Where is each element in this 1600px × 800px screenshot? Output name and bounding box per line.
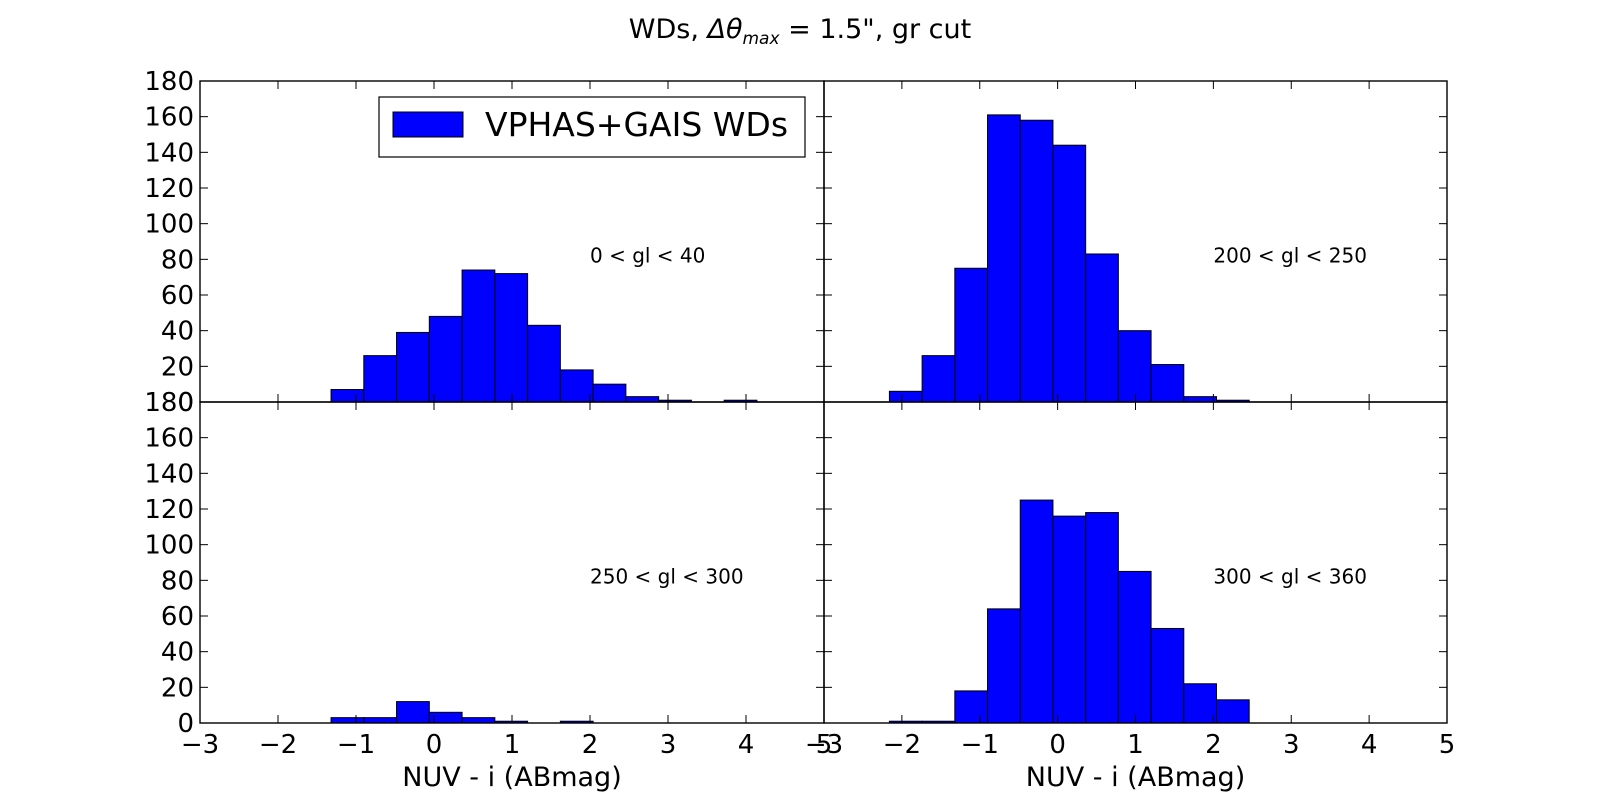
y-tick-label: 20	[161, 352, 194, 382]
histogram-bar	[396, 701, 430, 724]
histogram-bar	[625, 396, 660, 403]
histogram-bar	[1085, 253, 1119, 403]
x-tick-label: −2	[883, 730, 921, 760]
histogram-bar	[954, 267, 989, 403]
histogram-bar	[1183, 683, 1217, 724]
y-tick-label: 0	[177, 709, 194, 739]
histogram-bar	[461, 717, 496, 724]
histogram-bar	[461, 269, 496, 403]
histogram-bar	[987, 608, 1021, 724]
title-prefix: WDs,	[629, 14, 708, 45]
y-tick-label: 80	[161, 245, 194, 275]
legend-swatch	[392, 111, 464, 138]
gl-range-annotation: 250 < gl < 300	[590, 564, 744, 588]
x-tick-label: 5	[816, 730, 833, 760]
y-tick-label: 100	[144, 210, 194, 240]
histogram-bar	[330, 389, 365, 403]
y-tick-label: 20	[161, 673, 194, 703]
histogram-bar	[363, 355, 398, 403]
y-tick-label: 80	[161, 566, 194, 596]
y-tick-label: 160	[144, 424, 194, 454]
x-tick-label: −3	[805, 730, 843, 760]
x-tick-label: −2	[259, 730, 297, 760]
x-tick-label: 2	[582, 730, 599, 760]
histogram-bar	[921, 355, 956, 403]
title-symbol: Δθ	[706, 14, 743, 45]
histogram-bar	[330, 717, 365, 724]
x-tick-label: 4	[738, 730, 755, 760]
histogram-bar	[494, 273, 529, 403]
gl-range-annotation: 0 < gl < 40	[590, 243, 705, 267]
x-tick-label: 0	[1049, 730, 1066, 760]
histogram-bar	[1085, 512, 1119, 724]
y-tick-label: 180	[144, 388, 194, 418]
x-axis-label: NUV - i (ABmag)	[1026, 762, 1245, 793]
y-tick-label: 40	[161, 638, 194, 668]
y-tick-label: 40	[161, 317, 194, 347]
histogram-bar	[987, 114, 1021, 403]
x-tick-label: 5	[1439, 730, 1456, 760]
y-tick-label: 60	[161, 281, 194, 311]
histogram-bar	[1150, 364, 1185, 403]
y-tick-label: 120	[144, 174, 194, 204]
panel-bottom-left: 0 20 40 60 80 100 120 140 160 180 −3 −2 −1 0 1 2 3 4 5 NUV …	[144, 388, 832, 793]
y-tick-label: 120	[144, 495, 194, 525]
x-tick-label: 3	[660, 730, 677, 760]
histogram-bar	[1117, 570, 1152, 724]
figure-title: WDs, Δθmax = 1.5", gr cut	[629, 14, 971, 49]
x-tick-label: −3	[181, 730, 219, 760]
histogram-bar	[592, 383, 627, 403]
histogram-bar	[1117, 330, 1152, 403]
x-tick-label: 0	[426, 730, 443, 760]
histogram-bar	[1019, 499, 1054, 724]
x-tick-label: 2	[1205, 730, 1222, 760]
histogram-bar	[1052, 144, 1087, 403]
histogram-bar	[1215, 699, 1250, 724]
title-suffix: = 1.5", gr cut	[780, 14, 972, 45]
x-tick-label: 1	[504, 730, 521, 760]
y-tick-label: 180	[144, 67, 194, 97]
histogram-bar	[1150, 627, 1185, 724]
panel-bottom-right: −3 −2 −1 0 1 2 3 4 5 NUV - i (ABmag) 300 < gl < 36…	[805, 401, 1456, 793]
y-tick-label: 160	[144, 103, 194, 133]
x-tick-label: −1	[961, 730, 999, 760]
x-tick-label: −1	[337, 730, 375, 760]
histogram-bar	[396, 331, 430, 403]
histogram-bar	[954, 690, 989, 724]
histogram-bar	[363, 717, 398, 724]
y-tick-label: 0	[177, 388, 194, 418]
histogram-bar	[1019, 119, 1054, 403]
x-axis-label: NUV - i (ABmag)	[402, 762, 621, 793]
histogram-bar	[888, 390, 923, 403]
legend-label: VPHAS+GAIS WDs	[485, 105, 788, 144]
x-tick-label: 4	[1361, 730, 1378, 760]
histogram-bar	[1052, 515, 1087, 724]
panel-top-right: 200 < gl < 250	[823, 80, 1448, 403]
gl-range-annotation: 300 < gl < 360	[1213, 564, 1367, 588]
histogram-bar	[559, 369, 594, 403]
y-tick-label: 140	[144, 138, 194, 168]
x-tick-label: 1	[1127, 730, 1144, 760]
gl-range-annotation: 200 < gl < 250	[1213, 243, 1367, 267]
x-tick-label: 3	[1283, 730, 1300, 760]
y-tick-label: 100	[144, 531, 194, 561]
title-subscript: max	[743, 29, 781, 49]
histogram-bar	[527, 324, 561, 403]
y-tick-label: 140	[144, 459, 194, 489]
histogram-bar	[1183, 396, 1217, 403]
y-tick-label: 60	[161, 602, 194, 632]
histogram-bar	[428, 315, 463, 403]
legend: VPHAS+GAIS WDs	[378, 96, 806, 158]
